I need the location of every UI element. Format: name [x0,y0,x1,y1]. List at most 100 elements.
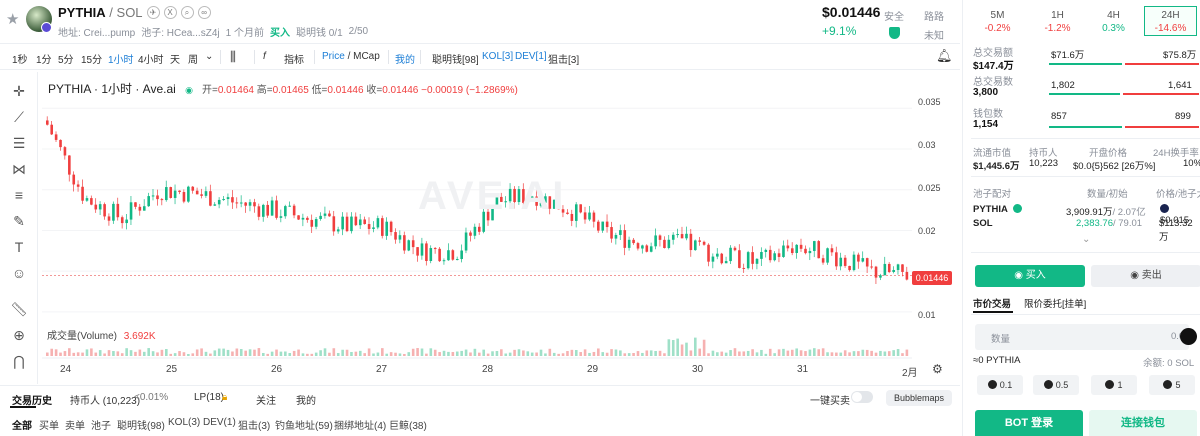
filter-buy[interactable]: 买单 [39,421,59,432]
filter-pool[interactable]: 池子 [91,421,111,432]
token-address[interactable]: 地址: Crei...pump [58,28,136,39]
filter-dev[interactable]: DEV(1) [203,417,236,428]
volume-bar [663,353,666,356]
candle-body [671,234,675,240]
sol-token-icon[interactable] [1180,328,1197,345]
candle-body [460,250,463,260]
filter-kol[interactable]: KOL(3) [168,417,201,428]
timeframe-5m[interactable]: 5M -0.2% [971,6,1024,36]
trendline-icon[interactable]: ⟋ [14,109,24,125]
candle-body [376,218,380,228]
connect-wallet-button[interactable]: 连接钱包 [1089,410,1197,436]
interval-5m[interactable]: 5分 [58,55,74,66]
filter-sell[interactable]: 卖单 [65,421,85,432]
tab-holders[interactable]: 持币人 (10,223) [70,396,141,407]
interval-week[interactable]: 周 [188,55,198,66]
pattern-icon[interactable]: ⋈ [12,161,26,177]
search-icon[interactable]: ⌕ [180,6,194,19]
interval-4h[interactable]: 4小时 [138,55,164,66]
filter-smart-money[interactable]: 聪明钱(98) [117,421,165,432]
bubblemaps-button[interactable]: Bubblemaps [886,390,952,406]
candle-type-icon[interactable]: ⫼ [230,49,236,64]
quick-amount-0-1[interactable]: 0.1 [977,375,1023,395]
timeframe-24h[interactable]: 24H -14.6% [1144,6,1197,36]
indicators-button[interactable]: 指标 [284,55,304,66]
quick-amount-0-5[interactable]: 0.5 [1033,375,1079,395]
sell-button[interactable]: ◉ 卖出 [1091,265,1200,287]
fib-icon[interactable]: ≡ [14,187,24,203]
magnet-icon[interactable]: ⋂ [13,353,25,369]
favorite-star-icon[interactable]: ★ [6,11,20,28]
path-status[interactable]: 路路 未知 [924,8,944,42]
horizontal-lines-icon[interactable]: ☰ [12,135,26,151]
mine-tab[interactable]: 我的 [395,55,415,66]
indicator-icon[interactable]: f [263,51,266,62]
interval-15m[interactable]: 15分 [81,55,103,66]
tab-mine[interactable]: 我的 [296,396,316,407]
tab-trades[interactable]: 交易历史 [12,396,52,407]
one-click-toggle[interactable] [851,391,873,403]
total-volume: $147.4万 [973,61,1014,72]
pool-address[interactable]: 池子: HCea...sZ4j [141,28,220,39]
timeframe-4h[interactable]: 4H 0.3% [1087,6,1140,36]
candle-body [85,198,89,201]
kol-toggle[interactable]: KOL[3] [482,51,514,62]
buy-chip[interactable]: 买入 [269,28,290,39]
tab-lp[interactable]: LP(18) [194,392,225,403]
candle-body [513,188,516,203]
timeframe-1h[interactable]: 1H -1.2% [1031,6,1084,36]
candle-body [301,217,305,220]
link-icon[interactable]: ∞ [197,6,211,19]
smart-money-toggle[interactable]: 聪明钱[98] [432,55,479,66]
safety-status[interactable]: 安全 [884,8,904,42]
candle-body [504,201,508,203]
interval-1s[interactable]: 1秒 [12,55,28,66]
telegram-icon[interactable]: ✈ [146,6,160,19]
x-icon[interactable]: X [163,6,177,19]
price-chart[interactable] [0,0,960,384]
zoom-in-icon[interactable]: ⊕ [13,327,25,343]
market-order-tab[interactable]: 市价交易 [973,299,1012,310]
limit-order-tab[interactable]: 限价委托[挂单] [1024,299,1087,310]
volume-bar [764,353,768,356]
candle-body [389,221,393,233]
interval-more-icon[interactable]: ⌄ [205,51,214,62]
filter-bundled[interactable]: 捆绑地址(4) [334,421,387,432]
filter-all[interactable]: 全部 [12,421,32,432]
interval-1h[interactable]: 1小时 [108,55,134,66]
text-tool-icon[interactable]: T [14,239,24,255]
alert-bell-icon[interactable]: 🔔︎ [936,48,953,63]
quick-amount-1[interactable]: 1 [1091,375,1137,395]
brush-icon[interactable]: ✎ [13,213,25,229]
sniper-toggle[interactable]: 狙击[3] [548,55,580,66]
amount-input[interactable]: 数量 0.0 [975,324,1189,350]
buy-button[interactable]: ◉ 买入 [975,265,1085,287]
volume-bar [200,348,203,356]
candle-body [226,197,230,200]
quick-amount-5[interactable]: 5 [1149,375,1195,395]
ruler-icon[interactable]: 📏︎ [10,301,28,317]
interval-1m[interactable]: 1分 [36,55,52,66]
sol-icon [1043,380,1053,389]
sol-icon [987,380,997,389]
emoji-icon[interactable]: ☺ [11,265,27,281]
candle-body [508,188,512,202]
candle-body [804,248,807,254]
volume-bar [786,350,790,356]
bot-login-button[interactable]: BOT 登录 [975,410,1083,436]
dev-toggle[interactable]: DEV[1] [515,51,547,62]
token-header: ★ PYTHIA / SOL ✈ X ⌕ ∞ 地址: Crei...pump 池… [0,0,960,44]
expand-chevron-icon[interactable]: ⌄ [1082,234,1091,245]
filter-whale[interactable]: 巨鲸(38) [389,421,427,432]
candle-body [68,155,71,175]
tab-follow[interactable]: 关注 [256,396,276,407]
volume-bar [724,352,728,356]
volume-bar [857,351,860,356]
interval-day[interactable]: 天 [170,55,180,66]
crosshair-icon[interactable]: ✛ [13,83,25,99]
filter-sniper[interactable]: 狙击(3) [238,421,271,432]
chart-settings-icon[interactable]: ⚙ [932,362,943,376]
filter-phishing[interactable]: 钓鱼地址(59) [275,421,333,432]
volume-bar [478,352,481,356]
price-mcap-toggle[interactable]: Price / MCap [322,51,380,62]
